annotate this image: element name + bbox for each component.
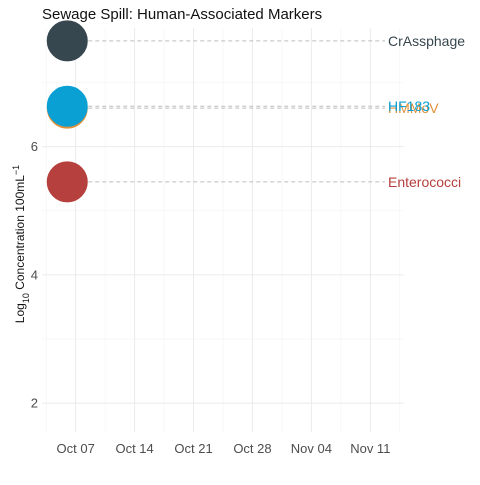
data-point-enterococci: [46, 161, 88, 203]
x-axis-ticks: Oct 07 Oct 14 Oct 21 Oct 28 Nov 04 Nov 11: [57, 441, 391, 456]
y-tick-label: 6: [31, 139, 38, 154]
x-tick-label: Oct 21: [174, 441, 212, 456]
x-tick-label: Nov 04: [291, 441, 332, 456]
chart-title: Sewage Spill: Human-Associated Markers: [42, 6, 322, 23]
data-points: [46, 20, 88, 203]
series-label-enterococci: Enterococci: [388, 174, 461, 190]
x-tick-label: Nov 11: [350, 441, 390, 456]
x-tick-label: Oct 14: [115, 441, 153, 456]
y-axis-label: Log10 Concentration 100mL−1: [11, 165, 31, 323]
series-label-hmmov: HMMoV: [388, 100, 439, 116]
guide-lines: [67, 40, 385, 183]
series-labels: HMMoV CrAssphage Enterococci HF183: [388, 33, 465, 190]
x-tick-label: Oct 28: [233, 441, 271, 456]
x-tick-label: Oct 07: [57, 441, 95, 456]
data-point-crassphage: [46, 20, 88, 62]
y-tick-label: 4: [31, 267, 38, 282]
series-label-crassphage: CrAssphage: [388, 33, 465, 49]
data-point-hf183: [46, 85, 88, 127]
series-label-hf183: HF183: [388, 98, 430, 114]
y-tick-label: 2: [31, 396, 38, 411]
y-axis-ticks: 2 4 6: [31, 139, 38, 411]
